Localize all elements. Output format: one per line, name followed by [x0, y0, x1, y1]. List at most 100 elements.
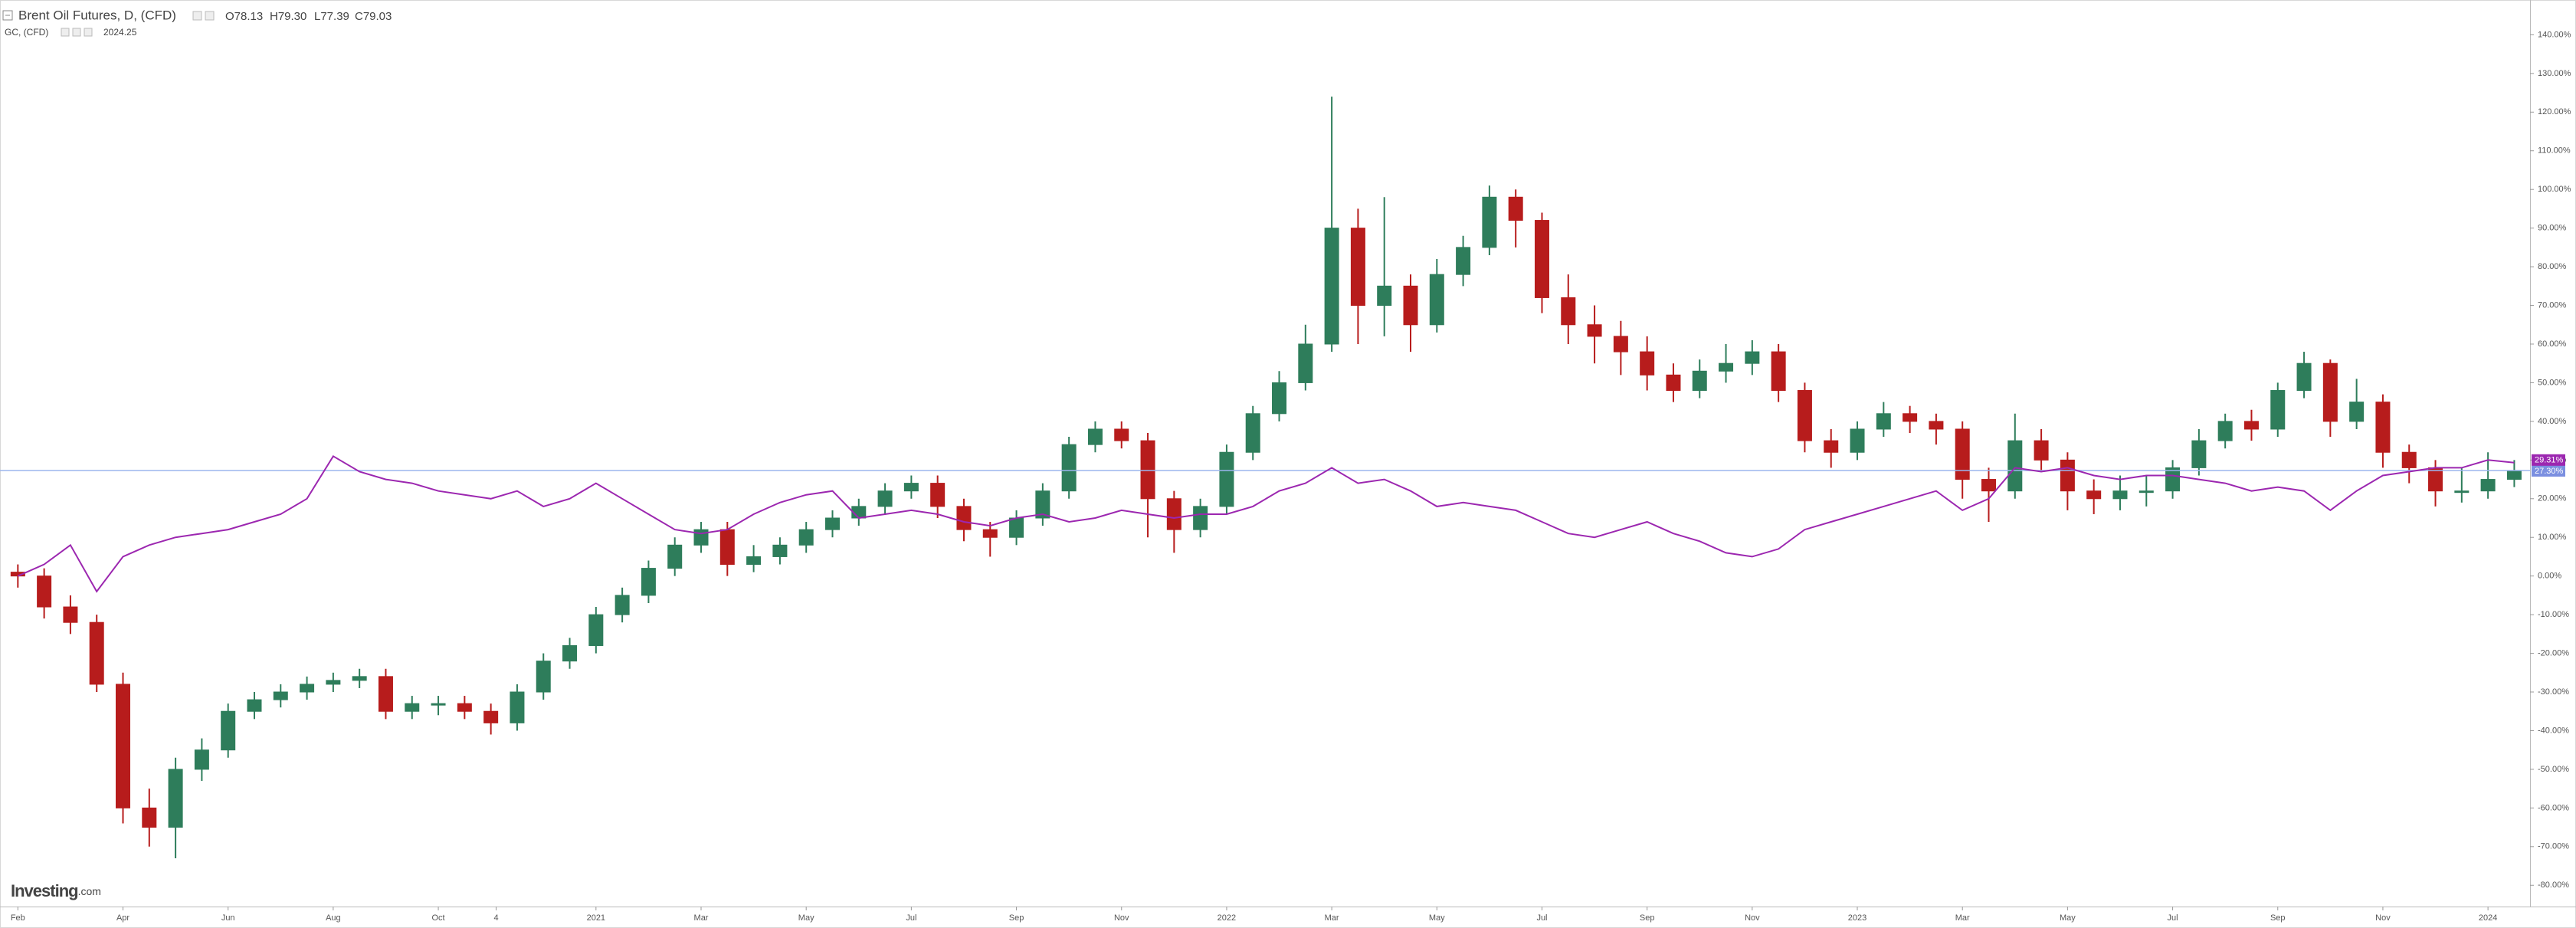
y-tick-label: -10.00%: [2538, 610, 2569, 619]
candle-body: [1613, 336, 1628, 353]
candle-body: [1245, 413, 1260, 453]
y-tick-label: -40.00%: [2538, 726, 2569, 735]
candle-body: [142, 807, 157, 828]
watermark: Investing.com: [11, 881, 101, 900]
candle-body: [352, 676, 367, 681]
candle-body: [483, 710, 499, 723]
candle-body: [2007, 440, 2023, 492]
candle-body: [326, 680, 341, 685]
y-tick-label: 140.00%: [2538, 30, 2571, 39]
candle-body: [1666, 374, 1681, 392]
candle-body: [2428, 467, 2443, 492]
x-tick-label: May: [1429, 913, 1445, 923]
chart-title: Brent Oil Futures, D, (CFD): [18, 8, 176, 22]
compare-icon[interactable]: [72, 28, 81, 37]
candle-body: [1482, 196, 1497, 248]
candle-body: [1350, 228, 1365, 307]
y-tick-label: 110.00%: [2538, 146, 2571, 156]
last-price-label: 27.30%: [2535, 467, 2564, 476]
collapse-icon[interactable]: [2, 10, 13, 21]
candle-body: [956, 506, 972, 530]
x-tick-label: Jun: [221, 913, 235, 923]
line-series: [17, 454, 2515, 593]
settings-icon[interactable]: [192, 11, 202, 21]
compare-icon[interactable]: [84, 28, 93, 37]
y-tick-label: 130.00%: [2538, 69, 2571, 78]
x-tick-label: 2021: [587, 913, 605, 923]
candle-body: [772, 544, 788, 557]
candle-body: [1429, 274, 1444, 326]
watermark-suffix: .com: [78, 885, 101, 897]
candle-body: [37, 575, 52, 608]
last-value-label: 29.31%: [2535, 456, 2564, 465]
y-tick-label: -30.00%: [2538, 687, 2569, 697]
candle-body: [1955, 428, 1970, 480]
candle-body: [2034, 440, 2049, 461]
x-tick-label: Nov: [2375, 913, 2391, 923]
x-tick-label: Mar: [1955, 913, 1970, 923]
candle-body: [1534, 220, 1549, 298]
candle-body: [746, 556, 762, 566]
candle-body: [1981, 479, 1997, 492]
candle-body: [2165, 467, 2181, 492]
candle-body: [798, 529, 814, 546]
y-tick-label: 100.00%: [2538, 185, 2571, 194]
candle-body: [719, 529, 735, 566]
y-tick-label: 80.00%: [2538, 262, 2567, 271]
x-tick-label: Jul: [906, 913, 916, 923]
candle-body: [1587, 324, 1602, 337]
y-tick-label: -20.00%: [2538, 648, 2569, 657]
x-tick-label: Nov: [1745, 913, 1760, 923]
candle-body: [116, 684, 131, 808]
candle-body: [1166, 498, 1181, 530]
candle-body: [1561, 297, 1576, 326]
candle-body: [1692, 370, 1707, 392]
y-tick-label: 60.00%: [2538, 339, 2567, 349]
candle-body: [2296, 362, 2312, 392]
candle-body: [2138, 490, 2154, 494]
candle-body: [2243, 421, 2259, 430]
compare-name: GC, (CFD): [5, 27, 48, 38]
candle-body: [2191, 440, 2207, 468]
x-tick-label: Aug: [326, 913, 341, 923]
candle-body: [2349, 402, 2365, 422]
y-tick-label: 40.00%: [2538, 417, 2567, 426]
candle-body: [2060, 459, 2075, 492]
y-tick-label: -50.00%: [2538, 765, 2569, 774]
candle-body: [1456, 247, 1471, 275]
candle-body: [63, 606, 78, 623]
candle-body: [1324, 228, 1339, 345]
x-tick-label: 2024: [2479, 913, 2497, 923]
candle-body: [1403, 285, 1418, 326]
close-icon[interactable]: [205, 11, 215, 21]
candle-body: [536, 661, 551, 693]
candle-body: [1140, 440, 1155, 500]
candle-body: [2322, 362, 2338, 422]
candle-body: [903, 483, 919, 492]
candle-body: [588, 614, 604, 646]
x-tick-label: Sep: [1640, 913, 1655, 923]
compare-icon[interactable]: [61, 28, 70, 37]
candle-body: [1377, 285, 1392, 307]
candle-body: [982, 529, 998, 538]
candle-body: [1508, 196, 1523, 221]
candle-body: [2270, 390, 2286, 430]
y-tick-label: 120.00%: [2538, 107, 2571, 116]
candle-body: [1903, 413, 1918, 422]
candle-body: [510, 691, 525, 723]
x-tick-label: Mar: [694, 913, 709, 923]
x-tick-label: 2023: [1848, 913, 1866, 923]
y-tick-label: 70.00%: [2538, 300, 2567, 310]
x-tick-label: Feb: [11, 913, 25, 923]
candle-body: [2217, 421, 2233, 441]
candle-body: [1719, 362, 1734, 372]
candle-body: [1035, 490, 1050, 519]
candle-body: [1193, 506, 1208, 530]
candle-body: [1061, 444, 1077, 492]
candle-body: [562, 644, 578, 662]
y-tick-label: 20.00%: [2538, 494, 2567, 503]
candle-body: [667, 544, 683, 569]
candle-body: [693, 529, 709, 546]
ohlc-open: O78.13: [225, 10, 263, 23]
